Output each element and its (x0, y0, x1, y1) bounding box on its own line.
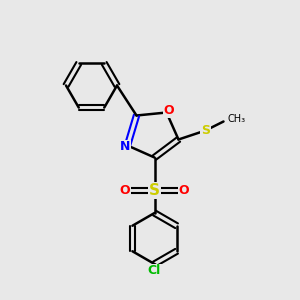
Text: O: O (120, 184, 130, 197)
Text: Cl: Cl (148, 264, 161, 278)
Text: S: S (149, 183, 160, 198)
Text: CH₃: CH₃ (228, 114, 246, 124)
Text: O: O (178, 184, 189, 197)
Text: N: N (120, 140, 130, 154)
Text: S: S (201, 124, 210, 137)
Text: O: O (163, 104, 174, 117)
